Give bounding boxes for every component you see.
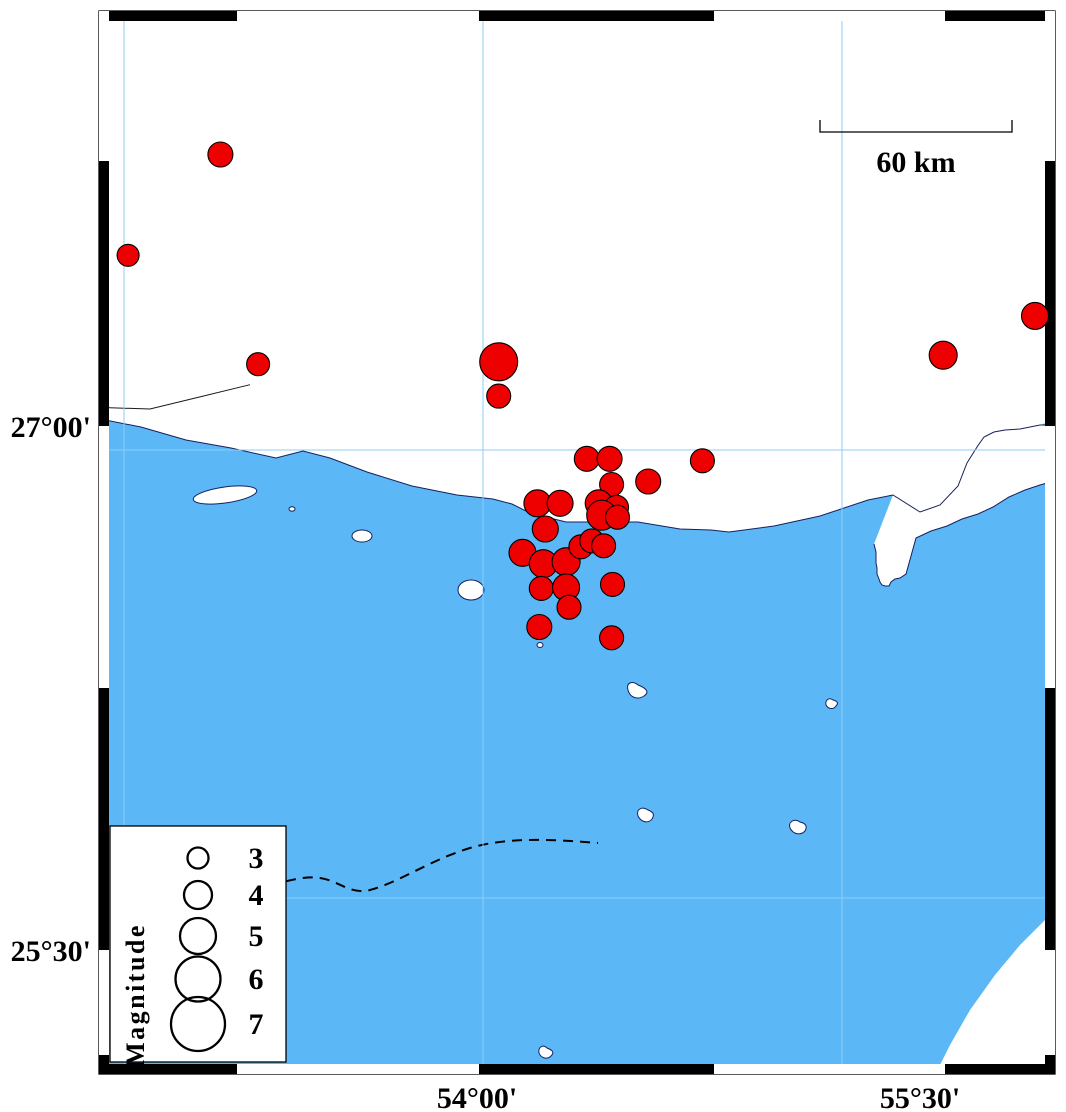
svg-text:5: 5 <box>249 920 264 953</box>
svg-text:27°00': 27°00' <box>11 411 91 444</box>
svg-text:7: 7 <box>249 1008 264 1041</box>
svg-text:Magnitude: Magnitude <box>121 923 150 1067</box>
svg-text:54°00': 54°00' <box>437 1082 517 1112</box>
svg-text:3: 3 <box>249 842 264 875</box>
svg-text:4: 4 <box>249 879 264 912</box>
svg-text:25°30': 25°30' <box>11 935 91 968</box>
svg-text:6: 6 <box>249 963 264 996</box>
svg-text:60 km: 60 km <box>876 146 955 179</box>
svg-text:55°30': 55°30' <box>880 1082 960 1112</box>
